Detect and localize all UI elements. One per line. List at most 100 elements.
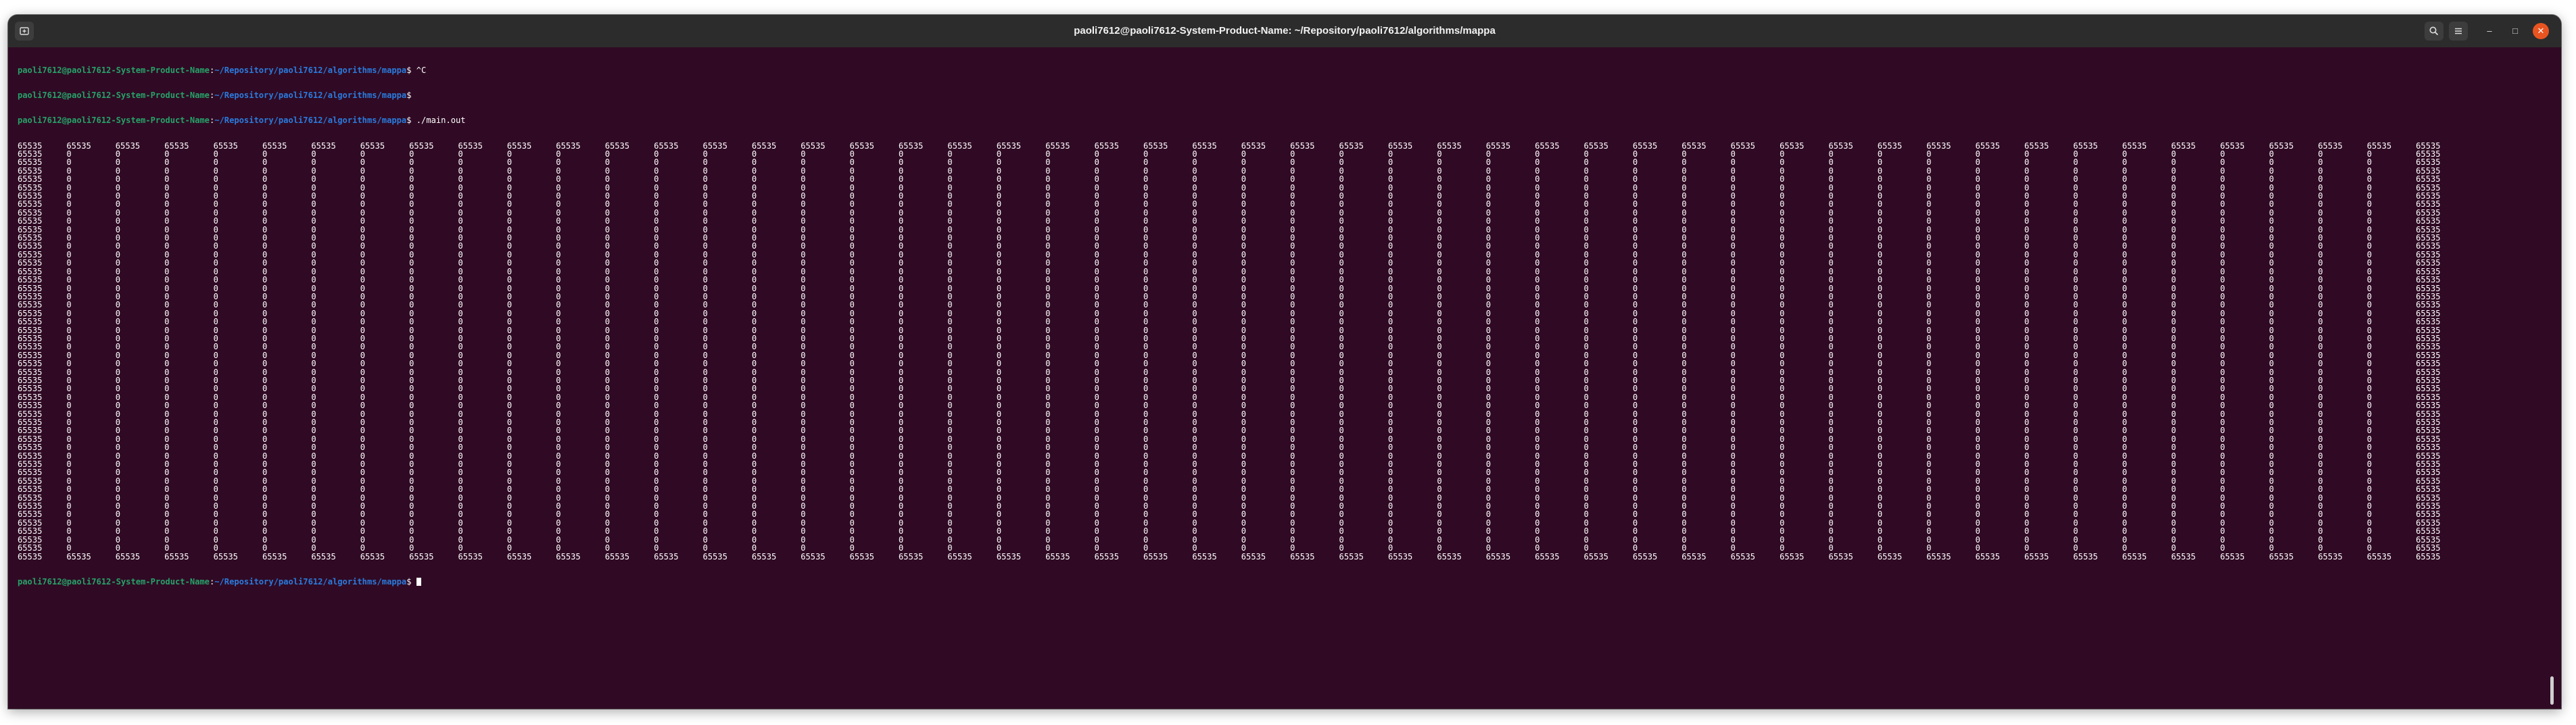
matrix-cell: 0 xyxy=(1241,401,1247,411)
matrix-cell: 65535 xyxy=(18,392,43,402)
matrix-cell: 0 xyxy=(1632,468,1638,478)
matrix-cell: 0 xyxy=(1241,342,1247,352)
matrix-cell: 0 xyxy=(2073,509,2078,520)
matrix-row: 65535 0 0 0 0 0 0 0 0 0 0 0 0 0 0 0 0 0 0 0 0 0 0 0 0 0 0 0 0 0 0 0 0 0 0 0… xyxy=(18,409,2544,419)
current-prompt-line[interactable]: paoli7612@paoli7612-System-Product-Name:… xyxy=(18,578,2544,586)
matrix-cell: 0 xyxy=(1583,392,1589,402)
matrix-cell: 0 xyxy=(115,241,121,251)
matrix-cell: 0 xyxy=(1143,342,1149,352)
matrix-cell: 0 xyxy=(1192,434,1197,444)
matrix-cell: 0 xyxy=(458,266,463,276)
matrix-cell: 0 xyxy=(996,283,1002,293)
maximize-button[interactable]: □ xyxy=(2507,23,2523,39)
matrix-cell: 0 xyxy=(2318,443,2323,453)
matrix-cell: 0 xyxy=(1143,300,1149,310)
matrix-cell: 0 xyxy=(2122,526,2128,536)
matrix-row: 65535 0 0 0 0 0 0 0 0 0 0 0 0 0 0 0 0 0 0 0 0 0 0 0 0 0 0 0 0 0 0 0 0 0 0 0… xyxy=(18,459,2544,470)
matrix-cell: 0 xyxy=(66,526,72,536)
matrix-cell: 0 xyxy=(1681,375,1687,385)
matrix-cell: 0 xyxy=(115,266,121,276)
matrix-cell: 0 xyxy=(2024,300,2030,310)
matrix-row: 65535 0 0 0 0 0 0 0 0 0 0 0 0 0 0 0 0 0 0 0 0 0 0 0 0 0 0 0 0 0 0 0 0 0 0 0… xyxy=(18,485,2544,494)
matrix-cell: 0 xyxy=(996,224,1002,234)
matrix-cell: 65535 xyxy=(604,551,630,561)
matrix-cell: 0 xyxy=(1339,216,1344,226)
matrix-cell: 0 xyxy=(409,308,414,318)
matrix-cell: 0 xyxy=(1143,384,1149,394)
matrix-cell: 0 xyxy=(262,266,268,276)
matrix-cell: 0 xyxy=(2171,476,2176,486)
matrix-cell: 0 xyxy=(1485,509,1491,520)
matrix-cell: 65535 xyxy=(996,141,1022,151)
matrix-row: 65535 0 0 0 0 0 0 0 0 0 0 0 0 0 0 0 0 0 0 0 0 0 0 0 0 0 0 0 0 0 0 0 0 0 0 0… xyxy=(18,234,2544,243)
matrix-cell: 0 xyxy=(164,291,170,301)
matrix-cell: 0 xyxy=(1730,224,1736,234)
matrix-cell: 0 xyxy=(996,216,1002,226)
matrix-cell: 65535 xyxy=(996,551,1022,561)
matrix-cell: 0 xyxy=(1828,501,1834,511)
matrix-row: 65535 0 0 0 0 0 0 0 0 0 0 0 0 0 0 0 0 0 0 0 0 0 0 0 0 0 0 0 0 0 0 0 0 0 0 0… xyxy=(18,166,2544,176)
matrix-cell: 0 xyxy=(66,384,72,394)
scrollbar[interactable] xyxy=(2548,47,2555,709)
matrix-cell: 0 xyxy=(115,526,121,536)
matrix-cell: 0 xyxy=(360,249,366,259)
matrix-cell: 0 xyxy=(2268,249,2274,259)
matrix-cell: 0 xyxy=(2024,350,2030,360)
matrix-cell: 0 xyxy=(262,258,268,268)
matrix-cell: 0 xyxy=(1241,275,1247,285)
matrix-cell: 0 xyxy=(1535,501,1540,511)
search-button[interactable] xyxy=(2425,22,2443,41)
matrix-cell: 0 xyxy=(849,367,855,377)
matrix-cell: 0 xyxy=(2171,451,2176,461)
matrix-cell: 0 xyxy=(751,216,757,226)
matrix-cell: 0 xyxy=(164,434,170,444)
matrix-cell: 0 xyxy=(1877,493,1883,503)
matrix-cell: 0 xyxy=(409,224,414,234)
matrix-cell: 0 xyxy=(1339,451,1344,461)
minimize-button[interactable]: – xyxy=(2481,23,2498,39)
menu-button[interactable] xyxy=(2449,22,2468,41)
matrix-cell: 0 xyxy=(66,308,72,318)
matrix-cell: 0 xyxy=(996,384,1002,394)
matrix-cell: 0 xyxy=(458,199,463,209)
matrix-cell: 0 xyxy=(1632,317,1638,327)
matrix-cell: 65535 xyxy=(2220,551,2245,561)
matrix-cell: 0 xyxy=(899,157,904,168)
matrix-cell: 0 xyxy=(1975,476,1980,486)
title-bar[interactable]: paoli7612@paoli7612-System-Product-Name:… xyxy=(8,15,2561,47)
matrix-cell: 0 xyxy=(1387,317,1393,327)
close-icon: ✕ xyxy=(2537,26,2545,36)
command-text: ^C xyxy=(416,65,427,75)
matrix-cell: 0 xyxy=(262,191,268,201)
matrix-cell: 0 xyxy=(849,266,855,276)
matrix-cell: 0 xyxy=(2171,409,2176,419)
matrix-cell: 0 xyxy=(360,401,366,411)
matrix-cell: 0 xyxy=(2220,534,2225,545)
matrix-cell: 0 xyxy=(213,300,218,310)
matrix-cell: 0 xyxy=(2366,509,2372,520)
matrix-row: 65535 0 0 0 0 0 0 0 0 0 0 0 0 0 0 0 0 0 0 0 0 0 0 0 0 0 0 0 0 0 0 0 0 0 0 0… xyxy=(18,426,2544,435)
matrix-cell: 0 xyxy=(1975,308,1980,318)
matrix-cell: 0 xyxy=(2024,401,2030,411)
new-tab-button[interactable] xyxy=(15,22,34,41)
matrix-cell: 0 xyxy=(2073,308,2078,318)
prompt-path: ~/Repository/paoli7612/algorithms/mappa xyxy=(214,91,407,101)
matrix-cell: 0 xyxy=(1632,266,1638,276)
matrix-cell: 0 xyxy=(849,182,855,193)
matrix-cell: 0 xyxy=(1290,375,1295,385)
matrix-cell: 0 xyxy=(1094,182,1099,193)
terminal-output[interactable]: paoli7612@paoli7612-System-Product-Name:… xyxy=(18,49,2544,709)
matrix-cell: 0 xyxy=(1926,401,1932,411)
matrix-cell: 0 xyxy=(1975,359,1980,369)
matrix-cell: 0 xyxy=(801,459,806,470)
matrix-cell: 0 xyxy=(2122,275,2128,285)
matrix-cell: 0 xyxy=(2366,300,2372,310)
scrollbar-thumb[interactable] xyxy=(2550,676,2554,705)
matrix-cell: 0 xyxy=(1143,434,1149,444)
matrix-cell: 0 xyxy=(1583,199,1589,209)
matrix-cell: 0 xyxy=(1485,166,1491,176)
close-button[interactable]: ✕ xyxy=(2533,23,2549,39)
matrix-cell: 0 xyxy=(1877,350,1883,360)
matrix-cell: 0 xyxy=(2220,451,2225,461)
matrix-cell: 65535 xyxy=(18,534,43,545)
